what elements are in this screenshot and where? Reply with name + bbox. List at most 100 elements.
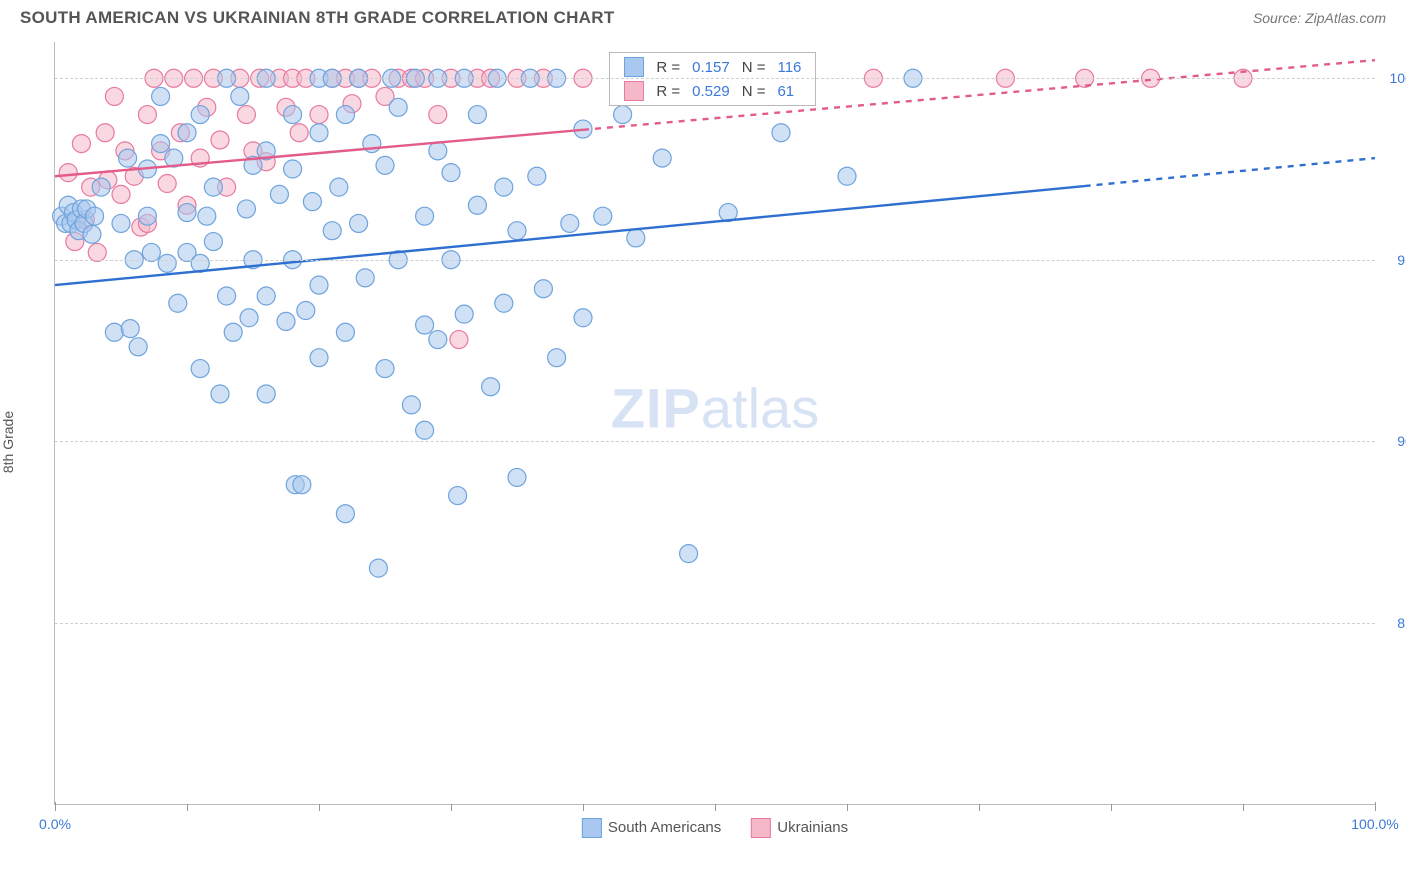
data-point[interactable] [211, 131, 229, 149]
data-point[interactable] [112, 214, 130, 232]
data-point[interactable] [310, 124, 328, 142]
data-point[interactable] [416, 316, 434, 334]
data-point[interactable] [495, 178, 513, 196]
data-point[interactable] [191, 106, 209, 124]
data-point[interactable] [450, 331, 468, 349]
data-point[interactable] [303, 193, 321, 211]
x-tick [1111, 804, 1112, 811]
data-point[interactable] [204, 178, 222, 196]
data-point[interactable] [169, 294, 187, 312]
data-point[interactable] [121, 320, 139, 338]
data-point[interactable] [508, 222, 526, 240]
data-point[interactable] [284, 106, 302, 124]
data-point[interactable] [838, 167, 856, 185]
data-point[interactable] [336, 323, 354, 341]
data-point[interactable] [772, 124, 790, 142]
data-point[interactable] [323, 222, 341, 240]
data-point[interactable] [369, 559, 387, 577]
data-point[interactable] [376, 156, 394, 174]
x-tick [55, 802, 56, 811]
data-point[interactable] [389, 98, 407, 116]
data-point[interactable] [129, 338, 147, 356]
data-point[interactable] [138, 207, 156, 225]
data-point[interactable] [112, 185, 130, 203]
data-point[interactable] [224, 323, 242, 341]
data-point[interactable] [574, 309, 592, 327]
data-point[interactable] [138, 106, 156, 124]
data-point[interactable] [614, 106, 632, 124]
data-point[interactable] [627, 229, 645, 247]
data-point[interactable] [158, 175, 176, 193]
data-point[interactable] [449, 487, 467, 505]
data-point[interactable] [257, 287, 275, 305]
data-point[interactable] [240, 309, 258, 327]
data-point[interactable] [402, 396, 420, 414]
data-point[interactable] [218, 287, 236, 305]
data-point[interactable] [59, 164, 77, 182]
data-point[interactable] [284, 160, 302, 178]
data-point[interactable] [86, 207, 104, 225]
data-point[interactable] [270, 185, 288, 203]
gridline [55, 260, 1375, 261]
data-point[interactable] [105, 87, 123, 105]
data-point[interactable] [105, 323, 123, 341]
data-point[interactable] [495, 294, 513, 312]
data-point[interactable] [310, 349, 328, 367]
data-point[interactable] [96, 124, 114, 142]
data-point[interactable] [416, 421, 434, 439]
y-tick-label: 85.0% [1397, 615, 1406, 631]
legend-item[interactable]: South Americans [582, 818, 721, 838]
data-point[interactable] [204, 233, 222, 251]
data-point[interactable] [152, 87, 170, 105]
data-point[interactable] [178, 204, 196, 222]
legend-item[interactable]: Ukrainians [751, 818, 848, 838]
data-point[interactable] [310, 276, 328, 294]
data-point[interactable] [211, 385, 229, 403]
gridline [55, 623, 1375, 624]
legend-row: R =0.157N =116 [618, 55, 807, 79]
data-point[interactable] [336, 106, 354, 124]
data-point[interactable] [548, 349, 566, 367]
data-point[interactable] [310, 106, 328, 124]
data-point[interactable] [594, 207, 612, 225]
data-point[interactable] [158, 254, 176, 272]
data-point[interactable] [237, 200, 255, 218]
data-point[interactable] [178, 124, 196, 142]
data-point[interactable] [528, 167, 546, 185]
data-point[interactable] [152, 135, 170, 153]
data-point[interactable] [680, 545, 698, 563]
data-point[interactable] [376, 360, 394, 378]
data-point[interactable] [455, 305, 473, 323]
data-point[interactable] [198, 207, 216, 225]
data-point[interactable] [468, 106, 486, 124]
data-point[interactable] [92, 178, 110, 196]
data-point[interactable] [429, 142, 447, 160]
data-point[interactable] [336, 505, 354, 523]
data-point[interactable] [191, 360, 209, 378]
data-point[interactable] [442, 164, 460, 182]
data-point[interactable] [119, 149, 137, 167]
chart-source: Source: ZipAtlas.com [1253, 10, 1386, 26]
data-point[interactable] [508, 468, 526, 486]
data-point[interactable] [468, 196, 486, 214]
data-point[interactable] [429, 331, 447, 349]
data-point[interactable] [653, 149, 671, 167]
data-point[interactable] [356, 269, 374, 287]
scatter-svg [55, 42, 1375, 804]
data-point[interactable] [330, 178, 348, 196]
data-point[interactable] [416, 207, 434, 225]
data-point[interactable] [277, 312, 295, 330]
data-point[interactable] [482, 378, 500, 396]
data-point[interactable] [290, 124, 308, 142]
data-point[interactable] [429, 106, 447, 124]
data-point[interactable] [231, 87, 249, 105]
data-point[interactable] [561, 214, 579, 232]
data-point[interactable] [350, 214, 368, 232]
data-point[interactable] [534, 280, 552, 298]
data-point[interactable] [297, 302, 315, 320]
data-point[interactable] [237, 106, 255, 124]
data-point[interactable] [83, 225, 101, 243]
data-point[interactable] [72, 135, 90, 153]
data-point[interactable] [257, 385, 275, 403]
data-point[interactable] [293, 476, 311, 494]
